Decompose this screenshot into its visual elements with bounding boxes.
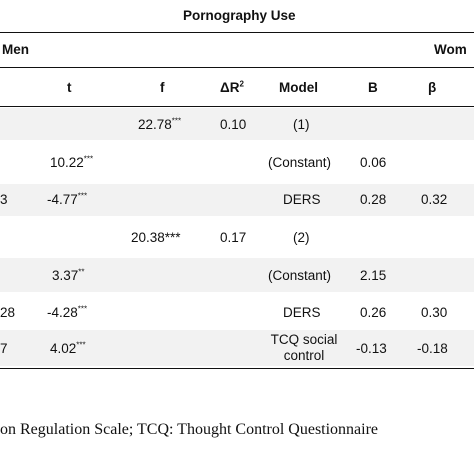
group-women: Wom	[434, 42, 467, 57]
table-note: on Regulation Scale; TCQ: Thought Contro…	[0, 421, 379, 438]
cell-t: 3.37**	[52, 267, 85, 283]
cell-model: (2)	[293, 230, 310, 245]
col-b: B	[368, 80, 378, 95]
cell-beta: 0.32	[421, 192, 448, 207]
cell-model: DERS	[283, 305, 321, 320]
rule-bottom	[0, 368, 474, 369]
table-title: Pornography Use	[183, 8, 296, 23]
row-bg-5	[0, 258, 474, 292]
rule-group	[0, 67, 474, 68]
cell-b: 2.15	[360, 268, 387, 283]
row-bg-7	[0, 330, 474, 366]
col-model: Model	[279, 80, 318, 95]
cell-f: 22.78***	[138, 116, 182, 132]
col-f: f	[160, 80, 165, 95]
group-men: Men	[2, 42, 29, 57]
cell-b: -0.13	[356, 341, 387, 356]
rule-header	[0, 106, 474, 107]
cell-dr2: 0.17	[220, 230, 247, 245]
cell-model: TCQ social control	[270, 332, 338, 363]
cell-t: 4.02***	[50, 340, 86, 356]
cell-model: (1)	[293, 117, 310, 132]
cell-model: DERS	[283, 192, 321, 207]
cell-t: 10.22***	[50, 154, 94, 170]
cell-t: -4.77***	[47, 191, 88, 207]
cell-beta: 0.30	[421, 305, 448, 320]
cell-b: 0.06	[360, 155, 387, 170]
cell-b: 0.28	[360, 192, 387, 207]
cell-model: (Constant)	[268, 155, 332, 170]
col-beta: β	[428, 80, 437, 95]
cell-dr2: 0.10	[220, 117, 247, 132]
col-dr2: ΔR2	[220, 79, 244, 95]
cell-left: 3	[0, 192, 8, 207]
cell-left: 28	[0, 305, 16, 320]
cell-t: -4.28***	[47, 304, 88, 320]
rule-top	[0, 32, 474, 33]
row-bg-1	[0, 108, 474, 140]
cell-b: 0.26	[360, 305, 387, 320]
col-t: t	[67, 80, 72, 95]
cell-model: (Constant)	[268, 268, 332, 283]
cell-f: 20.38***	[131, 230, 181, 245]
row-bg-3	[0, 184, 474, 216]
cell-left: 7	[0, 341, 8, 356]
cell-beta: -0.18	[417, 341, 448, 356]
